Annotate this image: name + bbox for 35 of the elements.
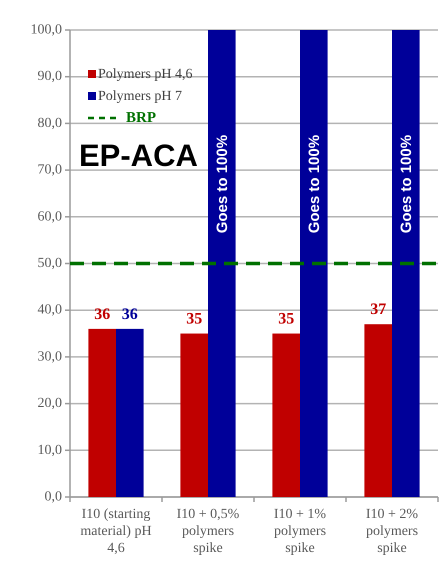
bar xyxy=(208,30,236,497)
data-label: 36 xyxy=(122,306,138,323)
data-label: 36 xyxy=(94,306,110,323)
y-tick-label: 40,0 xyxy=(38,302,62,318)
legend-label: BRP xyxy=(126,110,156,126)
x-tick-label: I10 + 2% polymers spike xyxy=(366,507,418,556)
data-label: 35 xyxy=(186,310,202,328)
y-tick-label: 80,0 xyxy=(38,116,62,131)
bar xyxy=(300,30,328,497)
x-tick-label: I10 (starting material) pH 4,6 xyxy=(80,507,152,556)
bar xyxy=(272,334,300,497)
y-tick-label: 50,0 xyxy=(38,256,62,271)
data-label: 37 xyxy=(370,301,386,318)
x-tick-label: I10 + 1% polymers spike xyxy=(274,507,326,556)
legend-label: Polymers pH 4,6 xyxy=(98,66,192,82)
bar xyxy=(88,328,116,497)
bar xyxy=(392,30,420,497)
bar xyxy=(116,328,144,497)
text: EP-ACA xyxy=(79,138,198,174)
bar xyxy=(180,334,208,497)
y-tick-label: 30,0 xyxy=(38,349,62,364)
y-tick-label: 100,0 xyxy=(30,22,62,38)
y-tick-label: 0,0 xyxy=(44,490,62,504)
data-label: 35 xyxy=(278,310,294,328)
data-label: Goes to 100% xyxy=(397,134,414,234)
y-tick-label: 10,0 xyxy=(38,442,62,458)
x-tick-label: I10 + 0,5% polymers spike xyxy=(176,507,240,556)
y-tick-label: 90,0 xyxy=(38,69,62,84)
legend-label: Polymers pH 7 xyxy=(98,88,182,104)
data-label: Goes to 100% xyxy=(305,134,322,234)
y-tick-label: 20,0 xyxy=(38,396,62,412)
data-label: Goes to 100% xyxy=(213,134,230,234)
y-tick-label: 70,0 xyxy=(38,162,62,178)
y-tick-label: 60,0 xyxy=(38,209,62,224)
bar xyxy=(364,324,392,497)
